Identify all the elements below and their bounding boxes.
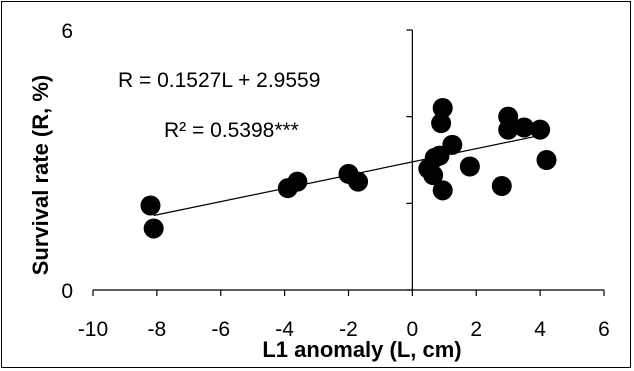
- x-axis-title: L1 anomaly (L, cm): [262, 337, 461, 362]
- data-point: [140, 195, 161, 216]
- data-point: [432, 98, 453, 118]
- data-point: [348, 171, 369, 192]
- x-tick-label: -2: [339, 318, 358, 341]
- data-point: [287, 171, 308, 192]
- x-tick-label: -6: [211, 318, 230, 341]
- data-point: [431, 113, 452, 134]
- x-tick-label: 0: [407, 318, 419, 341]
- x-tick-label: -10: [78, 318, 108, 341]
- tick-marks: [92, 29, 605, 296]
- y-tick-label: 6: [61, 20, 73, 43]
- data-point: [432, 180, 453, 201]
- x-tick-label: 2: [470, 318, 482, 341]
- tick-labels: -10 -8 -6 -4 -2 0 2 4 6 0 6: [61, 20, 610, 341]
- data-point: [423, 165, 444, 186]
- y-tick-label: 0: [61, 280, 73, 303]
- data-point: [143, 218, 164, 239]
- data-point: [459, 156, 480, 177]
- data-points: [140, 98, 557, 239]
- data-point: [491, 176, 512, 196]
- data-point: [498, 106, 519, 127]
- equation-annotation: R = 0.1527L + 2.9559: [118, 69, 320, 92]
- data-point: [442, 134, 463, 155]
- x-tick-label: 6: [598, 318, 610, 341]
- data-point: [514, 117, 535, 138]
- x-tick-label: 4: [534, 318, 546, 341]
- data-point: [536, 150, 557, 170]
- y-axis-title: Survival rate (R, %): [28, 75, 53, 276]
- x-tick-label: -4: [275, 318, 294, 341]
- r-squared-annotation: R² = 0.5398***: [164, 119, 299, 142]
- data-point: [530, 119, 551, 140]
- x-tick-label: -8: [148, 318, 167, 341]
